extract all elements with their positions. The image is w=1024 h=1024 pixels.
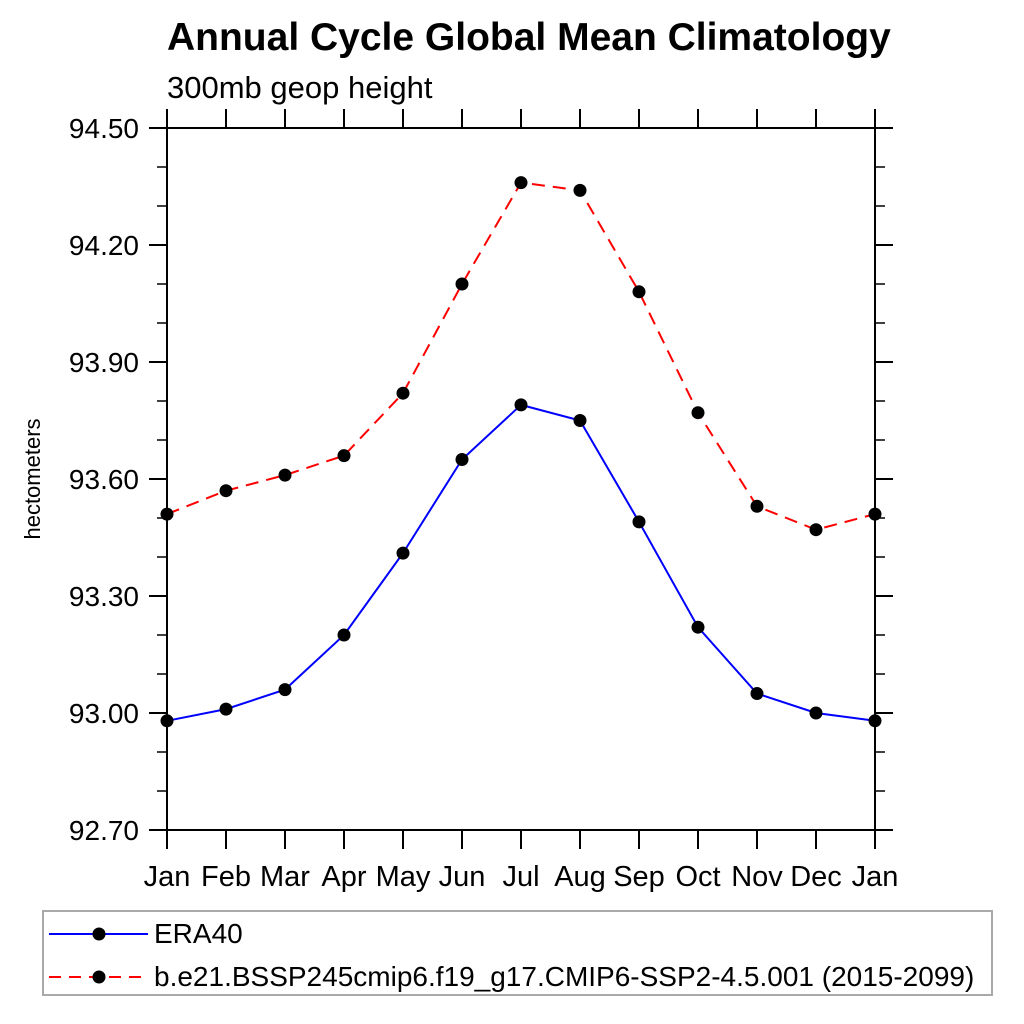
svg-text:Apr: Apr xyxy=(321,861,366,893)
svg-text:Sep: Sep xyxy=(613,861,665,893)
legend-item-model: b.e21.BSSP245cmip6.f19_g17.CMIP6-SSP2-4.… xyxy=(49,959,986,995)
svg-text:Oct: Oct xyxy=(675,861,720,893)
legend-item-era40: ERA40 xyxy=(49,916,986,952)
legend-marker-icon xyxy=(92,927,105,941)
svg-text:Dec: Dec xyxy=(790,861,842,893)
svg-text:Aug: Aug xyxy=(554,861,606,893)
legend-label: b.e21.BSSP245cmip6.f19_g17.CMIP6-SSP2-4.… xyxy=(154,961,975,992)
svg-text:93.00: 93.00 xyxy=(69,698,139,729)
svg-text:Jun: Jun xyxy=(439,861,486,893)
chart-title: Annual Cycle Global Mean Climatology xyxy=(167,16,891,59)
svg-text:Jan: Jan xyxy=(144,861,191,893)
svg-text:Jan: Jan xyxy=(852,861,899,893)
svg-text:93.90: 93.90 xyxy=(69,347,139,378)
chart-subtitle: 300mb geop height xyxy=(167,70,433,105)
svg-text:Jul: Jul xyxy=(502,861,539,893)
svg-text:Nov: Nov xyxy=(731,861,783,893)
legend-marker-icon xyxy=(92,970,105,984)
svg-text:92.70: 92.70 xyxy=(69,815,139,846)
svg-text:Mar: Mar xyxy=(260,861,310,893)
legend-line-sample xyxy=(49,927,148,942)
legend-label: ERA40 xyxy=(154,918,243,949)
svg-text:93.30: 93.30 xyxy=(69,581,139,612)
svg-text:94.50: 94.50 xyxy=(69,113,139,144)
svg-text:94.20: 94.20 xyxy=(69,230,139,261)
legend-line-sample xyxy=(49,970,148,985)
svg-text:93.60: 93.60 xyxy=(69,464,139,495)
legend: ERA40 b.e21.BSSP245cmip6.f19_g17.CMIP6-S… xyxy=(42,910,993,996)
svg-text:May: May xyxy=(376,861,431,893)
svg-text:Feb: Feb xyxy=(201,861,251,893)
